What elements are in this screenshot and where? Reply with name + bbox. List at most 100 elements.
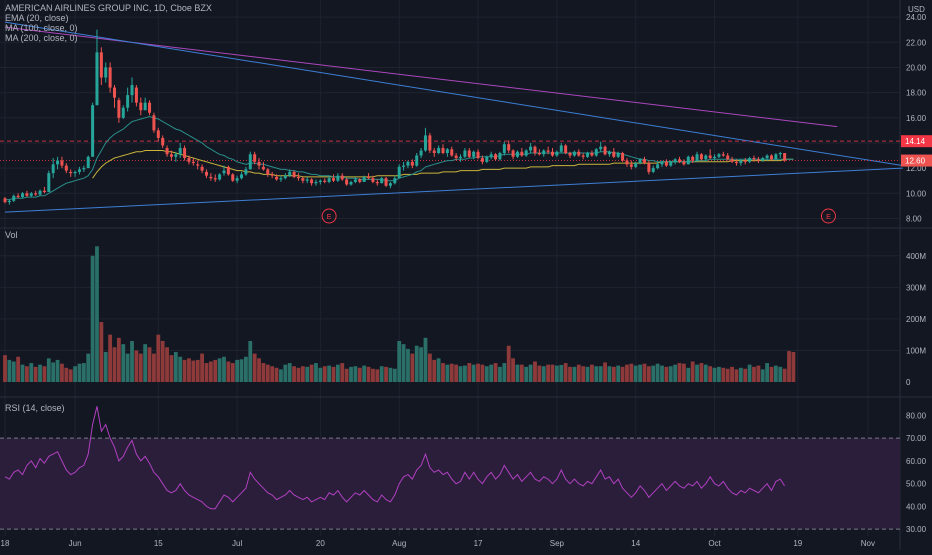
volume-bar (169, 355, 174, 382)
candle-body (21, 193, 25, 198)
candle-body (599, 146, 603, 150)
price-axis-tick: 12.00 (906, 164, 927, 173)
volume-bar (585, 366, 590, 382)
volume-bar (717, 366, 721, 382)
volume-bar (388, 367, 393, 382)
volume-bar (401, 344, 406, 382)
candle-body (29, 193, 33, 196)
volume-bar (187, 358, 191, 382)
candle-body (288, 171, 292, 176)
x-axis-tick: 14 (631, 539, 640, 548)
volume-bar (300, 366, 305, 382)
candle-body (691, 156, 695, 161)
volume-bar (629, 363, 634, 382)
volume-bar (335, 364, 340, 382)
volume-bar (344, 368, 349, 382)
volume-bar (682, 363, 686, 382)
legend-ma100[interactable]: MA (100, close, 0) (5, 23, 78, 33)
candle-body (459, 156, 463, 159)
legend-ema[interactable]: EMA (20, close) (5, 13, 69, 23)
volume-bar (125, 353, 130, 382)
rsi-line (4, 406, 786, 510)
candle-body (380, 178, 384, 184)
candle-body (511, 150, 515, 157)
volume-bar (331, 366, 336, 382)
candle-body (682, 161, 686, 165)
candle-body (774, 154, 778, 160)
candle-body (752, 158, 756, 160)
volume-bar (73, 366, 77, 382)
volume-bar (668, 366, 673, 382)
volume-bar (423, 337, 428, 382)
volume-bar (322, 366, 327, 382)
volume-bar (314, 363, 318, 382)
candle-body (669, 161, 673, 166)
volume-bar (660, 365, 664, 382)
rsi-axis-tick: 70.00 (906, 434, 927, 443)
candle-body (375, 181, 379, 184)
volume-axis-tick: 400M (906, 252, 926, 261)
candle-body (559, 145, 563, 152)
candle-body (183, 147, 187, 159)
candle-body (99, 52, 103, 78)
candle-body (721, 154, 725, 156)
candle-body (60, 160, 64, 166)
volume-bar (581, 366, 586, 382)
volume-bar (261, 363, 266, 382)
candle-body (647, 163, 651, 172)
volume-bar (191, 360, 196, 382)
candle-body (244, 169, 248, 175)
candle-body (218, 174, 222, 180)
price-axis-tick: 8.00 (906, 214, 922, 223)
volume-bar (7, 359, 12, 382)
volume-bar (454, 364, 459, 382)
candle-body (432, 150, 436, 154)
candle-body (117, 100, 121, 118)
volume-bar (489, 364, 494, 382)
volume-bar (633, 365, 638, 382)
candle-body (406, 161, 410, 166)
candle-body (419, 150, 423, 156)
volume-bar (419, 347, 423, 382)
candle-body (231, 174, 235, 181)
volume-bar (550, 364, 555, 382)
volume-bar (515, 364, 520, 382)
x-axis-tick: 15 (154, 539, 163, 548)
rsi-pane-label: RSI (14, close) (5, 403, 65, 413)
candle-body (209, 176, 213, 179)
candle-body (708, 155, 712, 159)
candle-body (73, 171, 77, 174)
candle-body (480, 158, 484, 162)
volume-bar (747, 364, 752, 382)
volume-bar (559, 364, 564, 382)
volume-bar (699, 363, 704, 382)
legend-ma200[interactable]: MA (200, close, 0) (5, 33, 78, 43)
candle-body (248, 154, 252, 170)
volume-bar (138, 353, 143, 382)
candle-body (783, 153, 787, 161)
rsi-axis-tick: 30.00 (906, 525, 927, 534)
candle-body (279, 178, 283, 180)
volume-bar (108, 334, 113, 382)
candle-body (515, 151, 519, 157)
volume-axis-tick: 300M (906, 283, 926, 292)
rsi-axis-tick: 80.00 (906, 411, 927, 420)
price-axis-tick: 18.00 (906, 89, 927, 98)
volume-bar (257, 358, 261, 382)
volume-bar (594, 366, 599, 382)
volume-bar (244, 356, 248, 382)
volume-bar (274, 367, 279, 382)
volume-bar (379, 366, 384, 382)
candle-body (625, 160, 629, 165)
candle-body (402, 165, 406, 167)
volume-bar (467, 363, 472, 382)
candle-body (577, 151, 581, 156)
x-axis-tick: 19 (793, 539, 802, 548)
candle-body (161, 137, 165, 146)
candle-body (204, 171, 208, 176)
volume-bar (703, 364, 708, 382)
currency-label: USD (908, 5, 925, 14)
volume-bar (217, 358, 222, 382)
